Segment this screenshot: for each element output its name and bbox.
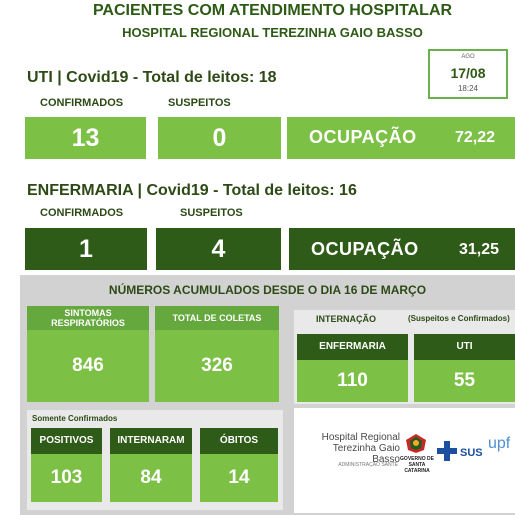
enf-suspeitos-tile: 4 — [156, 228, 281, 270]
enfermaria-header: ENFERMARIA — [297, 334, 408, 360]
hospital-logo-line1: Hospital Regional — [321, 432, 400, 443]
obitos-header: ÓBITOS — [200, 428, 278, 454]
uti-heading: UTI | Covid19 - Total de leitos: 18 — [27, 69, 277, 86]
internaram-header: INTERNARAM — [110, 428, 192, 454]
hospital-logo-line2: Terezinha Gaio Basso — [332, 443, 400, 465]
uti-suspeitos-tile: 0 — [158, 117, 281, 159]
enf-ocupacao-label: OCUPAÇÃO — [311, 239, 419, 259]
internacao-label: INTERNAÇÃO — [316, 314, 376, 324]
sus-cross-icon — [437, 441, 457, 461]
uti-suspeitos-label: SUSPEITOS — [168, 97, 231, 109]
acumulados-heading: NÚMEROS ACUMULADOS DESDE O DIA 16 DE MAR… — [108, 283, 427, 297]
sus-logo-text: SUS — [460, 447, 483, 459]
coletas-header: TOTAL DE COLETAS — [155, 306, 279, 330]
enfermaria-value: 110 — [297, 360, 408, 402]
uti-confirmados-tile: 13 — [25, 117, 146, 159]
somente-label: Somente Confirmados — [32, 414, 118, 423]
coletas-value: 326 — [155, 330, 279, 402]
sintomas-header: SINTOMAS RESPIRATÓRIOS — [27, 306, 149, 330]
enf-ocupacao-tile: OCUPAÇÃO 31,25 — [289, 228, 515, 270]
uti-ocupacao-tile: OCUPAÇÃO 72,22 — [287, 117, 515, 159]
enf-suspeitos-label: SUSPEITOS — [180, 207, 243, 219]
enf-confirmados-tile: 1 — [25, 228, 147, 270]
page-title: PACIENTES COM ATENDIMENTO HOSPITALAR — [92, 2, 453, 19]
positivos-header: POSITIVOS — [31, 428, 102, 454]
uti-ocupacao-label: OCUPAÇÃO — [309, 127, 417, 147]
governo-logo-text: GOVERNO DE SANTA CATARINA — [400, 456, 434, 474]
month-label: AGO — [461, 54, 475, 60]
enfermaria-heading: ENFERMARIA | Covid19 - Total de leitos: … — [27, 182, 357, 199]
obitos-value: 14 — [200, 454, 278, 502]
page-subtitle: HOSPITAL REGIONAL TEREZINHA GAIO BASSO — [122, 25, 423, 40]
upf-logo-text: upf — [488, 435, 511, 452]
sintomas-value: 846 — [27, 330, 149, 402]
positivos-value: 103 — [31, 454, 102, 502]
internacao-note: (Suspeitos e Confirmados) — [408, 314, 510, 323]
internaram-value: 84 — [110, 454, 192, 502]
date-box: AGO 17/08 18:24 — [428, 49, 508, 99]
hospital-logo: Hospital Regional Terezinha Gaio Basso — [316, 432, 400, 465]
coat-of-arms-icon — [406, 434, 426, 453]
administracao-text: ADMINISTRAÇÃO SANTÉ — [338, 462, 398, 468]
uti-acum-value: 55 — [414, 360, 515, 402]
date-value: 17/08 — [450, 65, 486, 81]
time-value: 18:24 — [457, 84, 479, 93]
uti-confirmados-label: CONFIRMADOS — [40, 97, 124, 109]
uti-acum-header: UTI — [414, 334, 515, 360]
enf-confirmados-label: CONFIRMADOS — [40, 207, 124, 219]
uti-ocupacao-value: 72,22 — [455, 129, 496, 146]
logos-area — [294, 408, 515, 513]
enf-ocupacao-value: 31,25 — [459, 241, 500, 258]
